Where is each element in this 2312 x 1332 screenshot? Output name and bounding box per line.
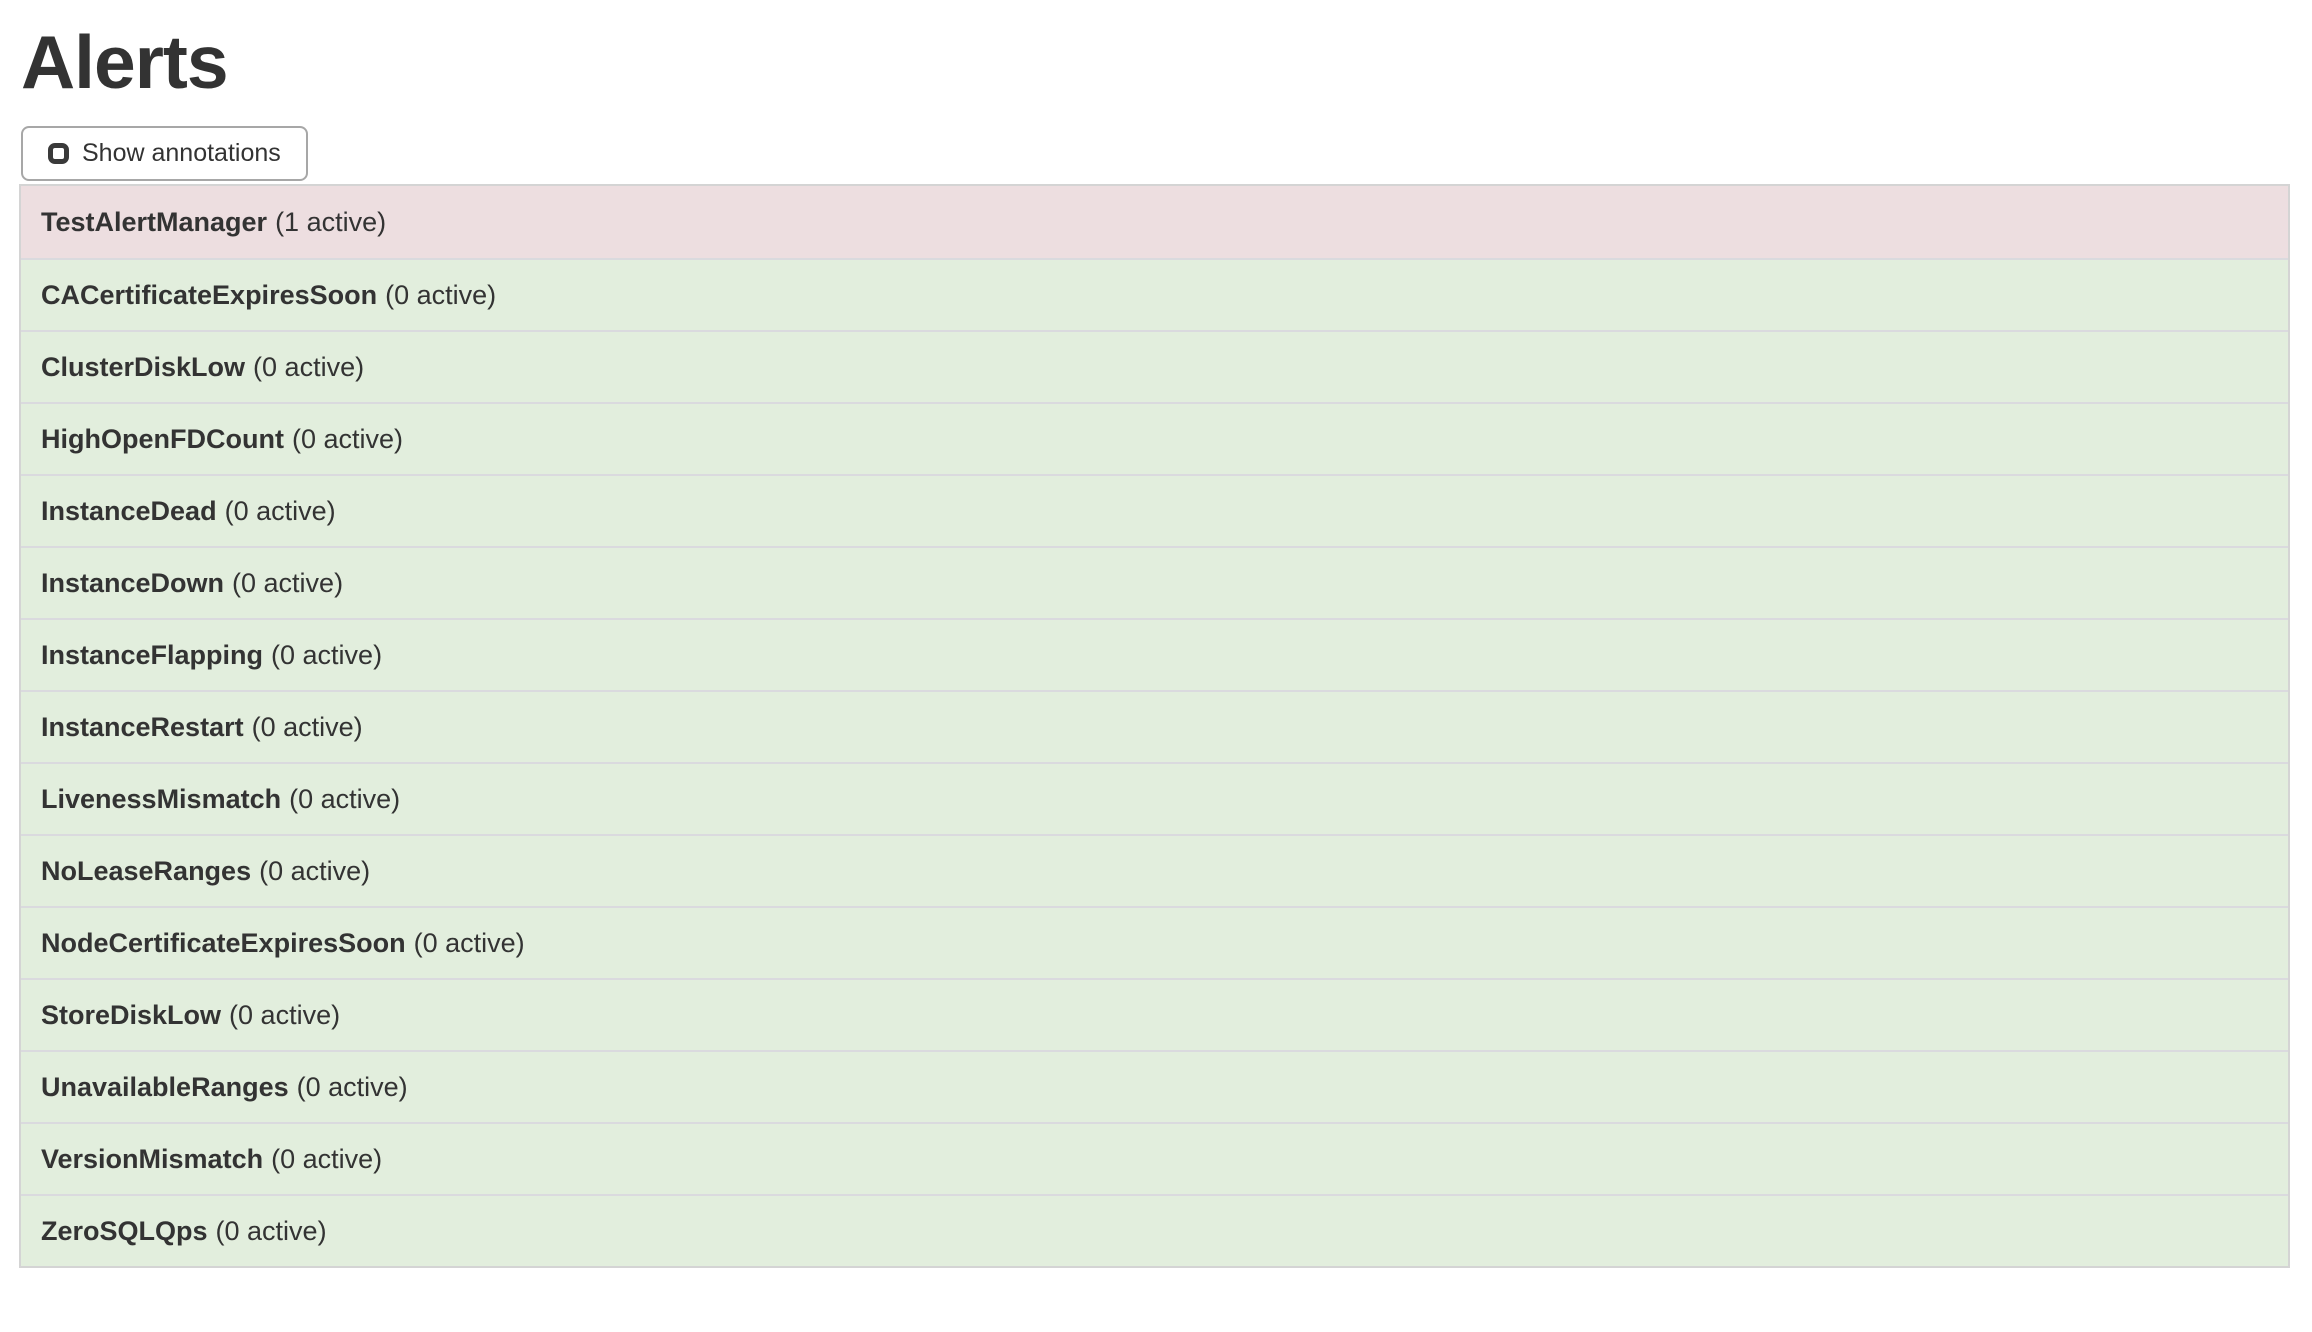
- alert-name: ZeroSQLQps: [41, 1215, 208, 1246]
- page-title: Alerts: [21, 20, 229, 104]
- alert-name: HighOpenFDCount: [41, 423, 284, 454]
- alert-row-instancedown[interactable]: InstanceDown (0 active): [21, 546, 2288, 618]
- alert-active-count: (0 active): [215, 1215, 327, 1246]
- show-annotations-button[interactable]: Show annotations: [21, 126, 308, 181]
- alert-name: InstanceRestart: [41, 711, 244, 742]
- alert-active-count: (0 active): [224, 495, 336, 526]
- alert-row-nodecertificateexpiressoon[interactable]: NodeCertificateExpiresSoon (0 active): [21, 906, 2288, 978]
- alert-row-versionmismatch[interactable]: VersionMismatch (0 active): [21, 1122, 2288, 1194]
- alert-active-count: (0 active): [271, 639, 383, 670]
- alert-name: LivenessMismatch: [41, 783, 282, 814]
- checkbox-icon[interactable]: [48, 143, 69, 164]
- alert-row-livenessmismatch[interactable]: LivenessMismatch (0 active): [21, 762, 2288, 834]
- alert-row-instanceflapping[interactable]: InstanceFlapping (0 active): [21, 618, 2288, 690]
- alert-active-count: (0 active): [271, 1143, 383, 1174]
- alert-list: TestAlertManager (1 active) CACertificat…: [19, 184, 2290, 1268]
- alert-name: NoLeaseRanges: [41, 855, 252, 886]
- alert-row-zerosqlqps[interactable]: ZeroSQLQps (0 active): [21, 1194, 2288, 1266]
- alert-name: InstanceDown: [41, 567, 225, 598]
- alert-active-count: (0 active): [253, 351, 365, 382]
- alert-name: CACertificateExpiresSoon: [41, 279, 378, 310]
- alert-name: InstanceDead: [41, 495, 217, 526]
- alert-row-clusterdisklow[interactable]: ClusterDiskLow (0 active): [21, 330, 2288, 402]
- alert-name: VersionMismatch: [41, 1143, 264, 1174]
- alert-active-count: (0 active): [251, 711, 363, 742]
- alert-name: TestAlertManager: [41, 206, 268, 237]
- alert-row-cacertificateexpiressoon[interactable]: CACertificateExpiresSoon (0 active): [21, 258, 2288, 330]
- alert-active-count: (0 active): [296, 1071, 408, 1102]
- alert-row-unavailableranges[interactable]: UnavailableRanges (0 active): [21, 1050, 2288, 1122]
- alert-active-count: (0 active): [229, 999, 341, 1030]
- alert-active-count: (0 active): [385, 279, 497, 310]
- alert-row-instancerestart[interactable]: InstanceRestart (0 active): [21, 690, 2288, 762]
- alert-row-highopenfdcount[interactable]: HighOpenFDCount (0 active): [21, 402, 2288, 474]
- alert-name: UnavailableRanges: [41, 1071, 289, 1102]
- show-annotations-label: Show annotations: [82, 139, 281, 167]
- alert-row-storedisklow[interactable]: StoreDiskLow (0 active): [21, 978, 2288, 1050]
- alert-active-count: (0 active): [413, 927, 525, 958]
- alert-active-count: (0 active): [289, 783, 401, 814]
- alerts-page: Alerts Show annotations TestAlertManager…: [0, 25, 2312, 1268]
- alert-active-count: (0 active): [291, 423, 403, 454]
- alert-active-count: (0 active): [232, 567, 344, 598]
- alert-name: StoreDiskLow: [41, 999, 222, 1030]
- alert-row-instancedead[interactable]: InstanceDead (0 active): [21, 474, 2288, 546]
- alert-name: ClusterDiskLow: [41, 351, 246, 382]
- alert-active-count: (1 active): [275, 206, 387, 237]
- alert-row-noleaseranges[interactable]: NoLeaseRanges (0 active): [21, 834, 2288, 906]
- alert-active-count: (0 active): [259, 855, 371, 886]
- alert-row-testalertmanager[interactable]: TestAlertManager (1 active): [21, 186, 2288, 258]
- alert-name: NodeCertificateExpiresSoon: [41, 927, 406, 958]
- alert-name: InstanceFlapping: [41, 639, 264, 670]
